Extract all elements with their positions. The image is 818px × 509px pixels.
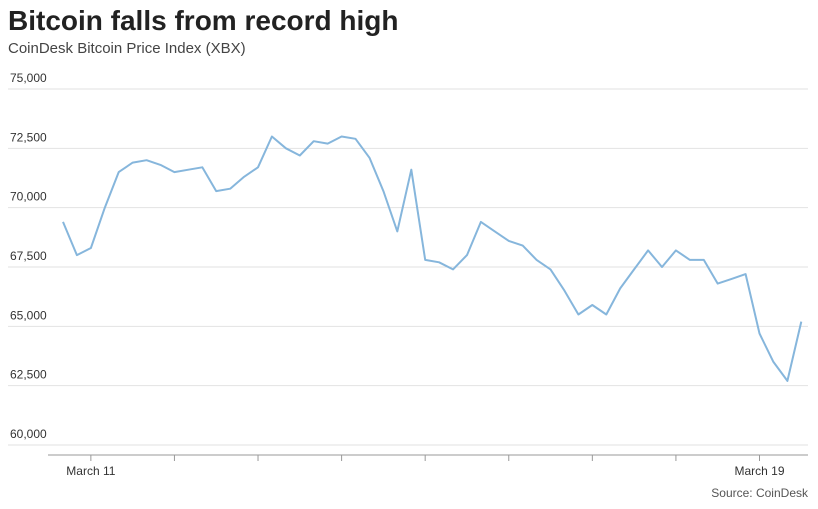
y-tick-label: 75,000 [10, 71, 47, 85]
source-note: Source: CoinDesk [711, 486, 809, 500]
x-tick-label: March 19 [734, 464, 784, 478]
x-tick-label: March 11 [66, 464, 115, 478]
y-tick-label: 65,000 [10, 308, 47, 322]
y-tick-label: 60,000 [10, 427, 47, 441]
y-tick-label: 70,000 [10, 190, 47, 204]
y-tick-label: 62,500 [10, 368, 47, 382]
y-tick-label: 67,500 [10, 249, 47, 263]
price-line [62, 135, 803, 382]
chart-title: Bitcoin falls from record high [8, 5, 398, 36]
y-tick-label: 72,500 [10, 130, 47, 144]
chart-subtitle: CoinDesk Bitcoin Price Index (XBX) [8, 40, 246, 57]
